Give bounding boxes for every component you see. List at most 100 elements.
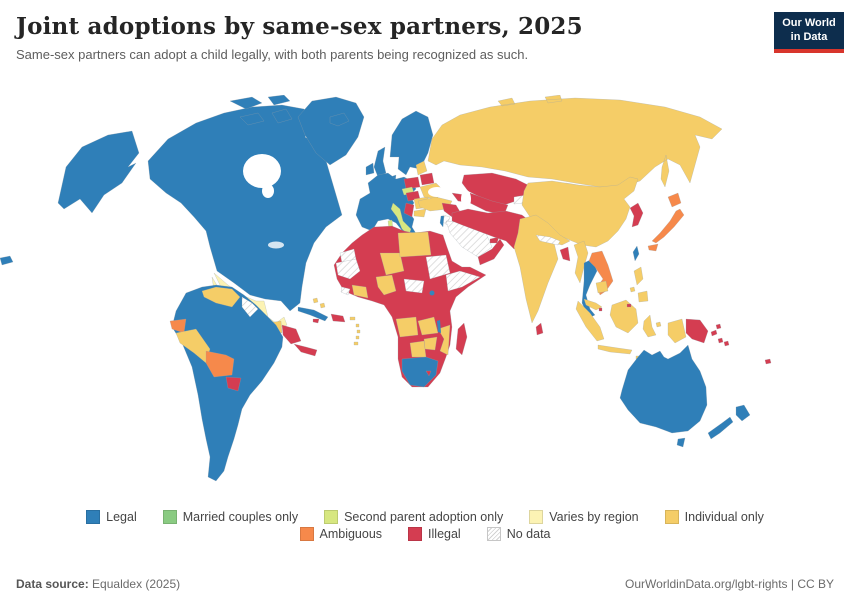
region-koreas[interactable] (629, 202, 644, 228)
region-lesser-antilles[interactable] (353, 323, 361, 346)
region-left-edge-island[interactable] (0, 255, 14, 266)
region-singapore[interactable] (598, 307, 603, 312)
region-baltics[interactable] (415, 160, 428, 176)
region-hispaniola[interactable] (330, 313, 346, 323)
legend-item-ambiguous[interactable]: Ambiguous (299, 527, 382, 541)
region-ireland[interactable] (365, 162, 375, 176)
region-zimbabwe[interactable] (423, 336, 438, 351)
region-nepal-bhutan[interactable] (535, 234, 561, 246)
legend-label: Second parent adoption only (344, 510, 504, 524)
page-subtitle: Same-sex partners can adopt a child lega… (16, 47, 529, 62)
region-java[interactable] (597, 344, 633, 355)
region-alaska[interactable] (57, 130, 140, 214)
region-sumatra[interactable] (575, 300, 605, 342)
region-tasmania[interactable] (676, 437, 686, 448)
legend-swatch-legal (86, 510, 101, 524)
region-iceland[interactable] (329, 112, 350, 127)
legend-row-1: Legal Married couples only Second parent… (0, 510, 850, 524)
region-new-zealand-north[interactable] (735, 404, 751, 422)
region-brunei[interactable] (626, 303, 632, 308)
region-west-papua[interactable] (667, 318, 687, 344)
region-lesotho[interactable] (425, 370, 432, 377)
region-jamaica[interactable] (312, 318, 320, 324)
legend-label: Married couples only (182, 510, 299, 524)
region-arctic-islands[interactable] (229, 94, 293, 126)
region-japan[interactable] (647, 192, 685, 252)
region-new-britain[interactable] (710, 323, 722, 337)
region-libya[interactable] (397, 231, 432, 258)
world-map-svg (0, 94, 850, 505)
region-israel[interactable] (439, 215, 445, 228)
region-australia[interactable] (619, 344, 708, 434)
legend-item-individual-only[interactable]: Individual only (664, 510, 764, 524)
region-ghana-ivory-coast[interactable] (351, 284, 369, 299)
region-sulawesi[interactable] (642, 314, 657, 338)
region-serbia-bosnia[interactable] (403, 202, 415, 218)
legend-item-no-data[interactable]: No data (486, 527, 551, 541)
region-mozambique[interactable] (437, 324, 451, 356)
legend-swatch-second-parent (324, 510, 339, 524)
region-laos-vietnam[interactable] (588, 250, 614, 296)
region-niger[interactable] (379, 252, 405, 276)
owid-link[interactable]: OurWorldinData.org/lgbt-rights | CC BY (625, 577, 834, 591)
legend-label: Varies by region (549, 510, 639, 524)
region-paraguay[interactable] (225, 376, 242, 392)
region-bulgaria[interactable] (413, 208, 427, 218)
legend-swatch-married (162, 510, 177, 524)
legend-item-second-parent[interactable]: Second parent adoption only (324, 510, 503, 524)
legend-item-married-couples-only[interactable]: Married couples only (162, 510, 299, 524)
region-sudan[interactable] (425, 254, 451, 280)
owid-logo[interactable]: Our World in Data (774, 12, 844, 53)
region-cambodia[interactable] (595, 280, 609, 294)
legend-swatch-varies (529, 510, 544, 524)
region-fiji[interactable] (764, 358, 772, 365)
legend-swatch-illegal (408, 527, 423, 541)
region-ethiopia-somalia[interactable] (445, 270, 481, 292)
legend-item-varies-by-region[interactable]: Varies by region (529, 510, 639, 524)
region-central-african-region[interactable] (403, 278, 425, 294)
region-borneo[interactable] (609, 299, 639, 334)
region-canada-usa[interactable] (147, 104, 343, 312)
region-cuba[interactable] (297, 306, 329, 322)
region-costa-rica-panama[interactable] (293, 343, 318, 357)
region-liberia[interactable] (340, 286, 351, 296)
region-mauritania-senegal[interactable] (335, 258, 361, 280)
region-guianas[interactable] (241, 296, 259, 318)
region-botswana[interactable] (409, 340, 427, 358)
region-nigeria[interactable] (375, 274, 397, 296)
region-myanmar[interactable] (573, 240, 589, 284)
owid-logo-line2: in Data (790, 30, 828, 43)
region-angola[interactable] (395, 316, 419, 338)
legend-label: Individual only (684, 510, 764, 524)
region-kazakhstan[interactable] (461, 172, 529, 206)
region-honduras-nicaragua[interactable] (281, 324, 302, 345)
region-new-zealand-south[interactable] (707, 416, 734, 440)
legend-item-legal[interactable]: Legal (86, 510, 137, 524)
region-belarus[interactable] (419, 172, 435, 186)
legend-swatch-individual (664, 510, 679, 524)
chart-header: Joint adoptions by same-sex partners, 20… (0, 0, 850, 62)
owid-logo-line1: Our World (782, 17, 836, 29)
region-venezuela[interactable] (201, 286, 241, 308)
data-source-value: Equaldex (2025) (92, 577, 181, 591)
region-sri-lanka[interactable] (535, 322, 544, 336)
region-philippines[interactable] (629, 266, 649, 303)
region-greenland[interactable] (297, 96, 365, 166)
region-taiwan[interactable] (632, 245, 640, 262)
region-bolivia[interactable] (205, 350, 235, 378)
region-bahamas[interactable] (312, 297, 326, 309)
region-yemen-oman[interactable] (477, 238, 505, 266)
region-bangladesh[interactable] (559, 246, 571, 262)
world-map (0, 94, 850, 505)
region-puerto-rico[interactable] (349, 316, 356, 321)
region-south-africa[interactable] (401, 356, 439, 388)
james-bay (262, 184, 274, 198)
region-papua-new-guinea[interactable] (685, 318, 709, 344)
region-zambia[interactable] (417, 316, 439, 336)
region-solomons[interactable] (717, 337, 730, 347)
region-russia[interactable] (427, 94, 723, 188)
region-madagascar[interactable] (455, 322, 468, 356)
legend-item-illegal[interactable]: Illegal (408, 527, 461, 541)
data-source: Data source: Equaldex (2025) (16, 577, 180, 591)
